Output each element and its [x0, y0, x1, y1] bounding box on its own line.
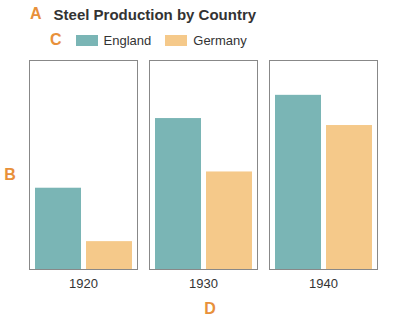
html-text:A: A [30, 5, 42, 22]
svg-text:1930: 1930 [189, 276, 218, 291]
html-text:C: C [50, 31, 62, 48]
html-text:D: D [204, 300, 216, 317]
svg-text:1920: 1920 [69, 276, 98, 291]
html-text:Steel Production by Country: Steel Production by Country [53, 5, 257, 23]
html-text:England: England [103, 32, 152, 48]
html-text:B: B [4, 165, 16, 183]
svg-text:1940: 1940 [309, 276, 338, 291]
html-text:Germany: Germany [193, 32, 247, 48]
